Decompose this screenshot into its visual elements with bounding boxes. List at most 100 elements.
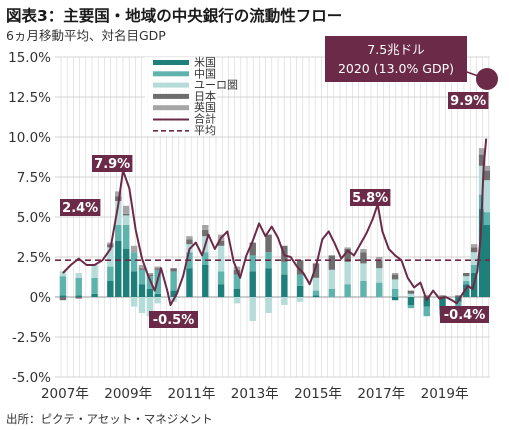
bar-japan [478,154,486,166]
bar-uk [391,273,399,275]
x-tick-label: 2013年 [231,386,279,402]
callout-pointer [466,71,479,77]
bar-us [249,271,256,297]
annotation-label: -0.5% [153,313,194,328]
bar-euro [130,297,138,307]
bar-china [407,305,415,309]
legend-swatch [153,82,189,88]
annotation-box [440,306,489,323]
bar-china [146,276,154,289]
bar-us [138,284,146,297]
bar-us [122,249,130,297]
bar-japan [138,268,146,270]
y-tick-label: -5.0% [12,370,51,386]
bar-euro [328,269,336,289]
bar-china [423,306,430,317]
bar-euro [91,265,98,278]
bar-us [391,297,399,301]
bar-us [202,265,209,297]
bar-china [59,276,67,296]
bar-china [483,212,491,225]
bar-euro [296,297,304,302]
bar-us [217,284,225,297]
bar-china [376,282,383,297]
bar-euro [75,273,82,278]
x-tick-label: 2015年 [294,386,342,402]
bar-japan [391,274,399,280]
bar-japan [296,260,304,275]
callout-line2: 2020 (13.0% GDP) [337,61,455,76]
x-tick-label: 2019年 [421,386,469,402]
chart-subtitle: 6ヵ月移動平均、対名目GDP [6,28,166,43]
bar-japan [217,241,225,246]
bar-china [296,274,304,286]
bar-china [91,277,98,294]
bar-uk [138,265,146,269]
bar-us [407,297,415,305]
bar-china [312,290,320,296]
bar-japan [376,260,383,269]
bar-uk [478,148,486,155]
bar-us [146,289,154,297]
bar-china [463,281,470,285]
bar-us [265,268,272,297]
source-note: 出所：ピクテ・アセット・マネジメント [6,412,213,426]
bar-us [107,281,114,297]
bar-japan [423,295,430,297]
bar-japan [463,273,470,277]
bar-us [91,293,98,297]
annotation-box [149,311,198,328]
bar-uk [122,205,130,214]
bar-us [463,284,470,297]
y-tick-label: 2.5% [17,250,51,266]
bar-euro [115,201,122,225]
bar-euro [154,297,162,304]
callout-line1: 7.5兆ドル [367,42,425,57]
bar-euro [391,279,399,289]
bar-us [115,241,122,297]
y-tick-label: 0% [30,290,52,306]
bar-china [391,289,399,297]
bar-uk [115,191,122,197]
y-tick-label: 15.0% [8,50,51,66]
bar-china [249,255,256,272]
bar-uk [344,247,351,249]
annotation-box [60,199,101,216]
annotation-label: 7.9% [94,157,130,172]
bar-us [59,295,67,297]
bar-china [344,284,351,297]
bar-japan [122,213,130,216]
bar-euro [59,271,67,277]
bar-euro [249,297,256,321]
annotation-box [92,155,133,172]
bar-japan [483,170,491,181]
bar-china [170,271,177,291]
bar-japan [265,234,272,253]
bar-china [455,301,462,309]
x-tick-label: 2017年 [357,386,405,402]
bar-euro [281,297,288,305]
x-tick-label: 2009年 [104,386,152,402]
bar-uk [470,244,478,248]
legend-label: 英国 [194,100,216,114]
legend-label: ユーロ圏 [194,79,238,92]
bar-japan [439,295,446,297]
bar-euro [344,261,351,285]
legend-swatch [153,105,189,111]
bar-us [170,290,177,297]
legend-label: 米国 [194,56,216,69]
bar-japan [146,274,154,277]
bar-us [478,209,486,297]
legend-label: 中国 [194,67,216,80]
bar-uk [154,266,162,269]
bar-china [233,274,241,289]
bar-japan [249,242,256,256]
annotation-label: -0.4% [444,308,485,323]
bar-euro [122,215,130,225]
x-tick-label: 2007年 [41,386,89,402]
annotation-box [350,189,391,206]
bar-japan [59,297,67,301]
annotation-box [448,92,489,109]
bar-japan [344,249,351,262]
bar-us [75,295,82,297]
